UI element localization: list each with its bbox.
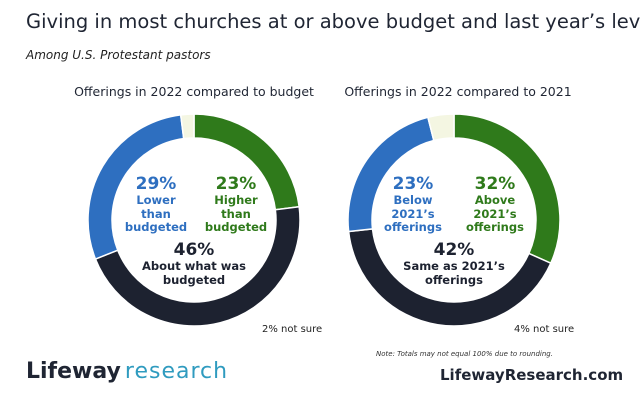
chart-1-higher-label: 23% Higher than budgeted: [196, 174, 276, 235]
chart-2-title: Offerings in 2022 compared to 2021: [344, 84, 572, 99]
chart-2-below-line3: offerings: [384, 220, 442, 235]
website-url[interactable]: LifewayResearch.com: [440, 366, 624, 384]
chart-2-above-line1: Above: [474, 192, 516, 207]
chart-1-about-pct: 46%: [173, 240, 215, 260]
chart-1-not-sure: 2% not sure: [262, 324, 323, 335]
chart-2-above-label: 32% Above 2021’s offerings: [455, 174, 535, 235]
chart-1-slice-4: [179, 113, 195, 140]
chart-1-lower-line1: Lower: [136, 192, 176, 207]
chart-1-lower-line3: budgeted: [124, 220, 188, 235]
chart-1-higher-line2: than: [221, 206, 251, 221]
chart-1-higher-line1: Higher: [214, 192, 258, 207]
chart-1-about-line2: budgeted: [162, 272, 226, 287]
chart-1-lower-line2: than: [141, 206, 171, 221]
chart-2-below-line1: Below: [393, 192, 433, 207]
chart-2-above-line2: 2021’s: [473, 206, 517, 221]
chart-2-slice-4: [426, 113, 455, 142]
chart-2-not-sure: 4% not sure: [514, 324, 575, 335]
chart-2-donut: [347, 113, 561, 327]
lifeway-research-logo: Lifeway research: [26, 359, 228, 384]
chart-2-above-line3: offerings: [466, 220, 524, 235]
chart-1-lower-label: 29% Lower than budgeted: [116, 174, 196, 235]
chart-2-below-label: 23% Below 2021’s offerings: [373, 174, 453, 235]
chart-1-title: Offerings in 2022 compared to budget: [74, 84, 314, 99]
logo-word-research: research: [124, 359, 229, 384]
logo-word-lifeway: Lifeway: [26, 359, 121, 384]
chart-2-below-pct: 23%: [392, 174, 434, 194]
chart-1-higher-pct: 23%: [215, 174, 257, 194]
chart-2-same-pct: 42%: [433, 240, 475, 260]
chart-2-same-line1: Same as 2021’s: [403, 258, 505, 273]
rounding-note: Note: Totals may not equal 100% due to r…: [376, 350, 553, 358]
chart-2-same-line2: offerings: [425, 272, 483, 287]
chart-1-lower-pct: 29%: [135, 174, 177, 194]
page-subtitle: Among U.S. Protestant pastors: [26, 48, 211, 62]
chart-1-about-line1: About what was: [141, 258, 247, 273]
chart-1-about-label: 46% About what was budgeted: [134, 240, 254, 287]
page-title: Giving in most churches at or above budg…: [26, 10, 640, 33]
chart-1-donut: [87, 113, 301, 327]
chart-2-same-label: 42% Same as 2021’s offerings: [394, 240, 514, 287]
chart-2-above-pct: 32%: [474, 174, 516, 194]
chart-1-higher-line3: budgeted: [204, 220, 268, 235]
chart-2-below-line2: 2021’s: [391, 206, 435, 221]
